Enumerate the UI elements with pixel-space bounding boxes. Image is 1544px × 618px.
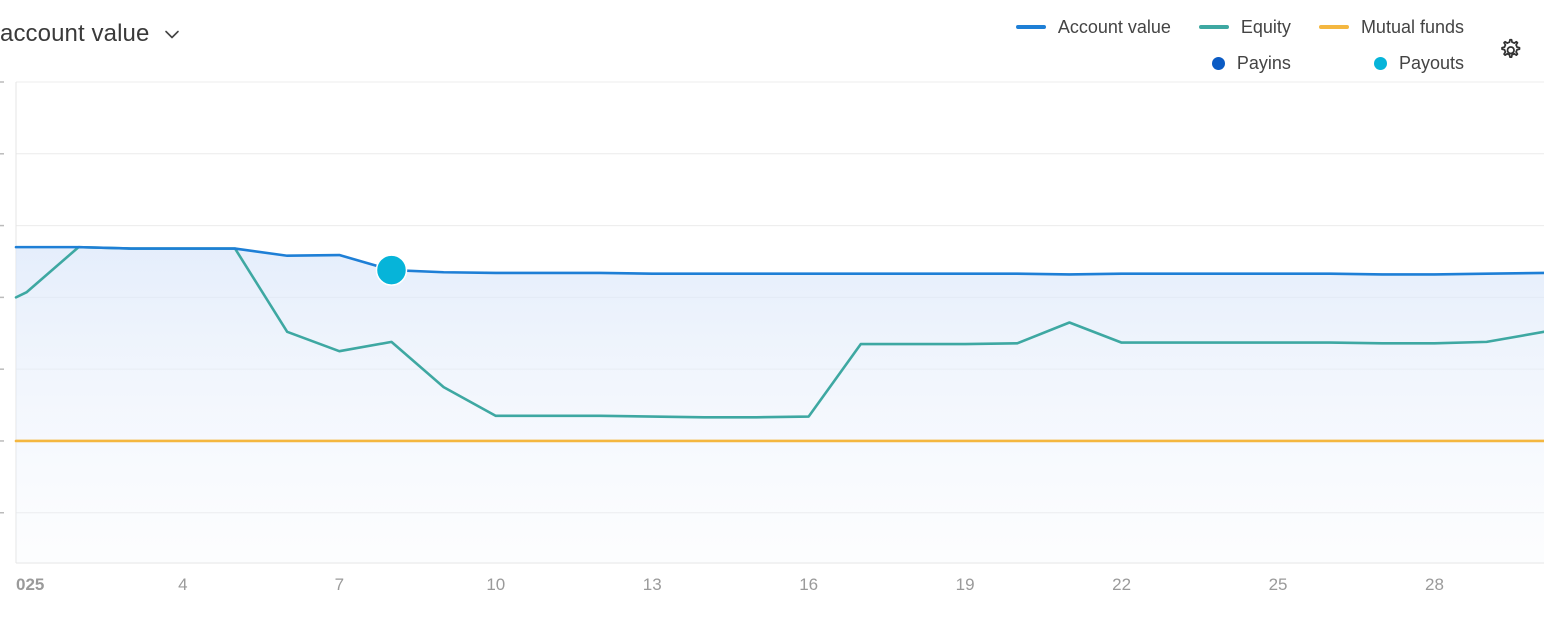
legend-item-mutual-funds[interactable]: Mutual funds (1318, 14, 1464, 40)
legend-label: Mutual funds (1360, 16, 1464, 37)
legend-item-account-value[interactable]: Account value (1015, 14, 1171, 40)
series-line-account-value (14, 245, 1544, 276)
chart-legend: Account value Equity Mutual funds Payins… (1015, 14, 1464, 76)
legend-line-mutual-funds (1318, 25, 1349, 29)
legend-label: Payouts (1398, 52, 1464, 73)
marker-payouts-0 (375, 254, 408, 286)
legend-dot-payouts (1373, 56, 1387, 70)
x-tick-label: 25 (1269, 575, 1288, 594)
x-tick-label: 7 (335, 575, 344, 594)
account-value-area (16, 247, 1544, 564)
legend-line-account-value (1015, 25, 1046, 29)
x-tick-label: 19 (956, 575, 975, 594)
legend-label: Equity (1240, 16, 1291, 37)
legend-item-payouts[interactable]: Payouts (1373, 50, 1464, 76)
chart-type-dropdown[interactable]: account value (0, 14, 181, 54)
legend-item-payins[interactable]: Payins (1211, 50, 1291, 76)
settings-button[interactable] (1496, 36, 1524, 64)
legend-item-equity[interactable]: Equity (1198, 14, 1291, 40)
chart-title: account value (0, 20, 150, 47)
legend-label: Payins (1236, 52, 1291, 73)
x-tick-label: 4 (178, 575, 187, 594)
x-tick-label: 28 (1425, 575, 1444, 594)
legend-dot-payins (1211, 56, 1225, 70)
legend-label: Account value (1057, 16, 1171, 37)
gear-icon (1501, 38, 1521, 59)
x-tick-label: 025 (16, 575, 44, 594)
legend-line-equity (1198, 25, 1229, 29)
x-tick-label: 16 (799, 575, 818, 594)
x-tick-label: 13 (643, 575, 662, 594)
chevron-down-icon (165, 30, 180, 39)
x-tick-label: 22 (1112, 575, 1131, 594)
x-tick-label: 10 (486, 575, 505, 594)
